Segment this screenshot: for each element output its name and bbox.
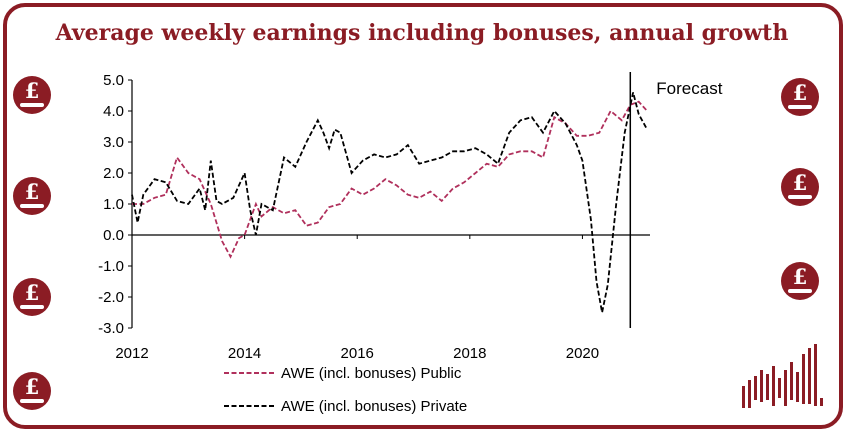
pound-coin-icon: £ bbox=[781, 78, 819, 116]
y-tick-label: 1.0 bbox=[103, 196, 124, 213]
chart-title: Average weekly earnings including bonuse… bbox=[55, 20, 789, 46]
x-tick-label: 2018 bbox=[453, 345, 486, 362]
x-tick-label: 2016 bbox=[341, 345, 374, 362]
y-tick-label: -1.0 bbox=[98, 258, 124, 275]
series-line-private bbox=[131, 92, 648, 313]
pound-coin-icon: £ bbox=[13, 372, 51, 410]
forecast-annotation: Forecast bbox=[656, 79, 722, 98]
pound-coin-icon: £ bbox=[13, 177, 51, 215]
y-tick-label: 3.0 bbox=[103, 134, 124, 151]
legend-label: AWE (incl. bonuses) Public bbox=[281, 365, 462, 382]
y-tick-label: 5.0 bbox=[103, 72, 124, 89]
bar-logo-icon bbox=[742, 344, 823, 408]
legend-label: AWE (incl. bonuses) Private bbox=[281, 398, 467, 415]
y-tick-label: 2.0 bbox=[103, 165, 124, 182]
pound-coin-icon: £ bbox=[13, 76, 51, 114]
x-tick-label: 2014 bbox=[228, 345, 261, 362]
y-tick-label: -3.0 bbox=[98, 320, 124, 337]
pound-coin-icon: £ bbox=[781, 262, 819, 300]
pound-coin-icon: £ bbox=[13, 278, 51, 316]
y-tick-label: 4.0 bbox=[103, 103, 124, 120]
y-tick-label: -2.0 bbox=[98, 289, 124, 306]
chart-frame bbox=[3, 3, 843, 429]
x-tick-label: 2020 bbox=[566, 345, 599, 362]
series-line-public bbox=[132, 100, 648, 259]
y-tick-label: 0.0 bbox=[103, 227, 124, 244]
pound-coin-icon: £ bbox=[781, 168, 819, 206]
x-tick-label: 2012 bbox=[115, 345, 148, 362]
